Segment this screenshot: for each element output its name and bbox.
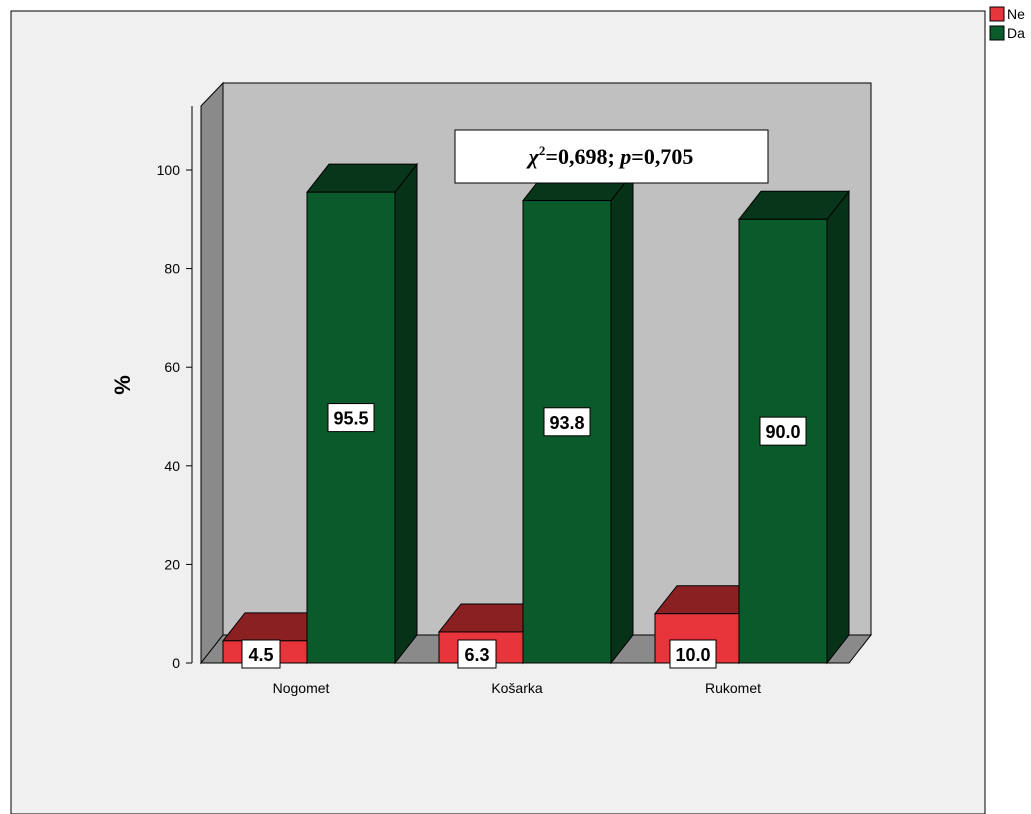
category-label: Nogomet <box>273 680 330 696</box>
value-label-box <box>241 639 281 669</box>
y-tick-label: 40 <box>164 458 180 474</box>
value-label-box <box>543 407 591 437</box>
stat-annotation: χ2=0,698; p=0,705 <box>454 129 769 184</box>
value-label-box <box>669 639 717 669</box>
category-label: Košarka <box>491 680 543 696</box>
category-labels: Nogomet Košarka Rukomet <box>273 680 762 696</box>
bars: 4.5 95.5 6.3 93.8 10.0 90.0 <box>221 162 851 669</box>
value-label: 10.0 <box>675 645 710 665</box>
stat-box <box>454 129 769 184</box>
y-tick-label: 100 <box>157 162 181 178</box>
value-label: 6.3 <box>464 645 489 665</box>
chi-symbol: χ <box>526 144 540 169</box>
chi-superscript: 2 <box>539 143 546 158</box>
chi-value: =0,698; <box>545 144 620 169</box>
p-value: =0,705 <box>631 144 693 169</box>
bar-side <box>394 162 418 665</box>
value-label-box <box>759 416 807 446</box>
legend-swatch <box>989 6 1005 22</box>
y-tick-label: 0 <box>172 655 180 671</box>
value-label: 4.5 <box>248 645 273 665</box>
legend-label: Ne <box>1007 6 1025 22</box>
value-label: 95.5 <box>333 409 368 429</box>
legend-label: Da <box>1007 25 1025 41</box>
legend-swatch <box>989 25 1005 41</box>
stat-text: χ2=0,698; p=0,705 <box>526 143 694 169</box>
y-ticks: 0 20 40 60 80 100 <box>157 162 192 671</box>
plot-left-wall <box>200 81 224 665</box>
legend: Ne Da <box>989 6 1025 41</box>
bar-side <box>610 171 634 665</box>
y-tick-label: 20 <box>164 556 180 572</box>
value-label: 90.0 <box>765 422 800 442</box>
bar-side <box>826 189 850 665</box>
p-symbol: p <box>618 144 631 169</box>
y-tick-label: 60 <box>164 359 180 375</box>
value-label-box <box>327 403 375 433</box>
y-axis-label: % <box>110 375 135 395</box>
value-label: 93.8 <box>549 413 584 433</box>
y-tick-label: 80 <box>164 261 180 277</box>
category-label: Rukomet <box>705 680 761 696</box>
value-label-box <box>457 639 497 669</box>
